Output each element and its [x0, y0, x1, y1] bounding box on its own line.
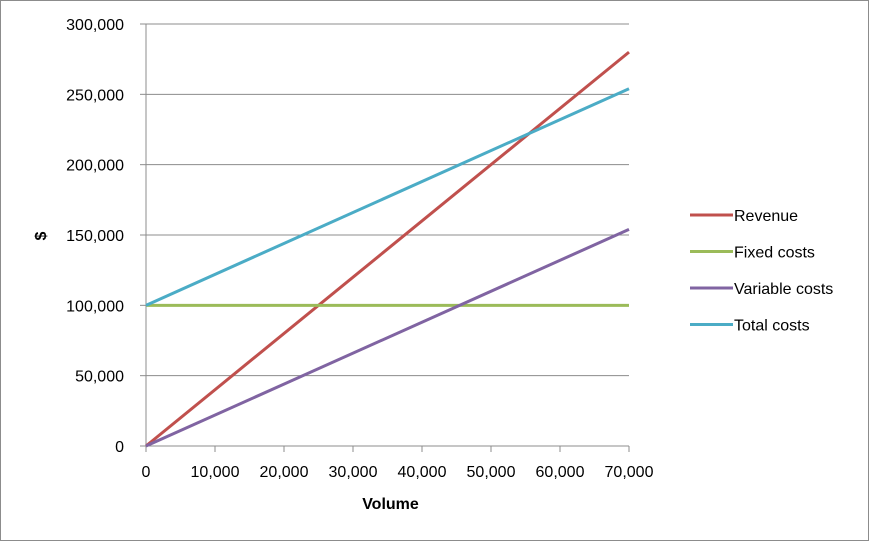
x-tick-label-4: 40,000 — [398, 464, 447, 481]
y-tick-label-0: 0 — [115, 439, 124, 456]
y-axis-title: $ — [33, 231, 50, 240]
legend-label-total-costs: Total costs — [734, 318, 810, 335]
y-tick-label-1: 50,000 — [75, 369, 124, 386]
legend-label-variable-costs: Variable costs — [734, 281, 833, 298]
legend-label-revenue: Revenue — [734, 208, 798, 225]
x-tick-label-1: 10,000 — [191, 464, 240, 481]
x-tick-label-6: 60,000 — [536, 464, 585, 481]
x-tick-label-5: 50,000 — [467, 464, 516, 481]
series-line-variable-costs — [145, 228, 630, 448]
series-line-total-costs — [145, 87, 630, 307]
y-tick-label-4: 200,000 — [66, 158, 124, 175]
x-tick-label-3: 30,000 — [329, 464, 378, 481]
x-tick-label-0: 0 — [142, 464, 151, 481]
y-tick-label-3: 150,000 — [66, 228, 124, 245]
y-tick-label-2: 100,000 — [66, 298, 124, 315]
series-line-revenue — [145, 50, 630, 448]
gridlines — [146, 23, 629, 377]
x-tick-label-2: 20,000 — [260, 464, 309, 481]
legend-label-fixed-costs: Fixed costs — [734, 245, 815, 262]
y-tick-label-5: 250,000 — [66, 87, 124, 104]
series-lines — [145, 50, 630, 448]
axes — [140, 23, 630, 452]
x-tick-label-7: 70,000 — [605, 464, 654, 481]
tick-labels: 0 50,000 100,000 150,000 200,000 250,000 300,0… — [66, 17, 653, 481]
legend: Revenue Fixed costs Variable costs Total co… — [690, 208, 833, 335]
x-axis-title: Volume — [362, 496, 419, 513]
y-tick-label-6: 300,000 — [66, 17, 124, 34]
